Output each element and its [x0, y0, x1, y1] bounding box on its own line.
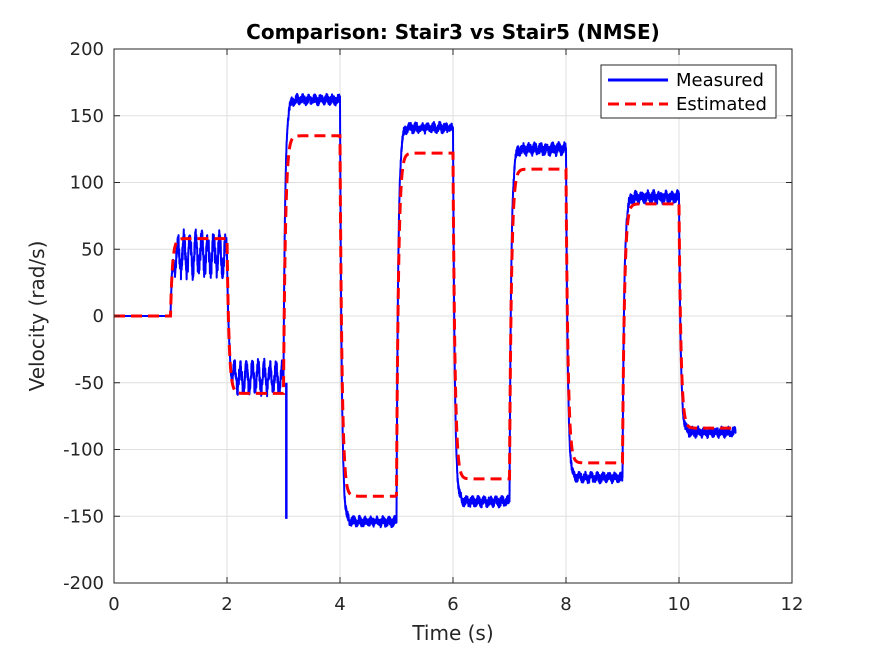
series-measured-line — [113, 92, 737, 529]
y-tick-label: 50 — [81, 239, 104, 260]
y-tick-label: 200 — [70, 39, 104, 60]
y-tick-label: -150 — [63, 506, 104, 527]
legend-label-measured: Measured — [676, 70, 764, 91]
x-tick-label: 10 — [668, 594, 691, 615]
x-tick-label: 6 — [447, 594, 458, 615]
y-tick-label: -200 — [63, 573, 104, 594]
legend-box — [600, 64, 777, 119]
chart-title: Comparison: Stair3 vs Stair5 (NMSE) — [246, 20, 660, 44]
series-layer — [113, 92, 737, 529]
series-estimated-line — [114, 134, 736, 498]
x-tick-label: 0 — [108, 594, 119, 615]
x-tick-label: 4 — [334, 594, 345, 615]
legend: Measured Estimated — [600, 64, 777, 119]
y-tick-label: 150 — [70, 106, 104, 127]
legend-label-estimated: Estimated — [676, 94, 767, 115]
y-tick-label: -100 — [63, 440, 104, 461]
y-tick-label: -50 — [75, 373, 104, 394]
x-tick-label: 2 — [221, 594, 232, 615]
x-tick-label: 8 — [560, 594, 571, 615]
ticks: 0 2 4 6 8 10 12 -200 -150 -100 -50 0 50 100 150 200 — [63, 39, 803, 615]
y-tick-label: 100 — [70, 173, 104, 194]
y-tick-label: 0 — [93, 306, 104, 327]
x-tick-label: 12 — [781, 594, 804, 615]
x-axis-label: Time (s) — [411, 621, 493, 645]
y-axis-label: Velocity (rad/s) — [25, 241, 49, 392]
